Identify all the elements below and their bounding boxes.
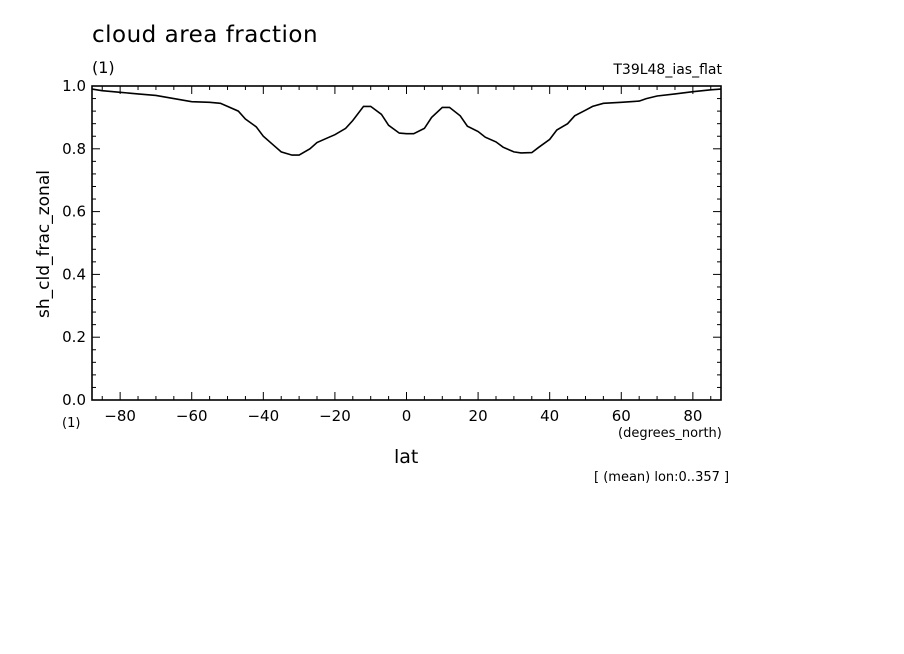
y-tick-label: 0.4 xyxy=(62,265,86,283)
y-tick-label: 0.0 xyxy=(62,391,86,409)
x-tick-label: 40 xyxy=(540,407,559,425)
y-unit-label: (1) xyxy=(92,58,115,77)
x-tick-label: −80 xyxy=(104,407,136,425)
x-tick-label: 20 xyxy=(469,407,488,425)
x-tick-label: 0 xyxy=(402,407,412,425)
tick-labels: −80 −60 −40 −20 0 20 40 60 80 0.0 0.2 0.4 0.6 0.8 1.0 xyxy=(62,77,702,425)
x-tick-label: −60 xyxy=(176,407,208,425)
series-line xyxy=(91,88,722,156)
x-tick-label: 80 xyxy=(683,407,702,425)
x-unit-label: (degrees_north) xyxy=(618,426,722,441)
chart-title: cloud area fraction xyxy=(92,22,319,48)
run-label: T39L48_ias_flat xyxy=(613,62,722,78)
y-tick-label: 0.8 xyxy=(62,140,86,158)
plot-frame xyxy=(91,85,722,401)
averaging-note: [ (mean) lon:0..357 ] xyxy=(594,470,730,485)
x-axis-label: lat xyxy=(394,446,419,468)
x-tick-label: −20 xyxy=(319,407,351,425)
y-tick-label: 0.2 xyxy=(62,328,86,346)
y-tick-label: 0.6 xyxy=(62,203,86,221)
y-tick-label: 1.0 xyxy=(62,77,86,95)
y-unit-bottom-label: (1) xyxy=(62,416,81,431)
x-tick-label: −40 xyxy=(247,407,279,425)
x-tick-label: 60 xyxy=(612,407,631,425)
